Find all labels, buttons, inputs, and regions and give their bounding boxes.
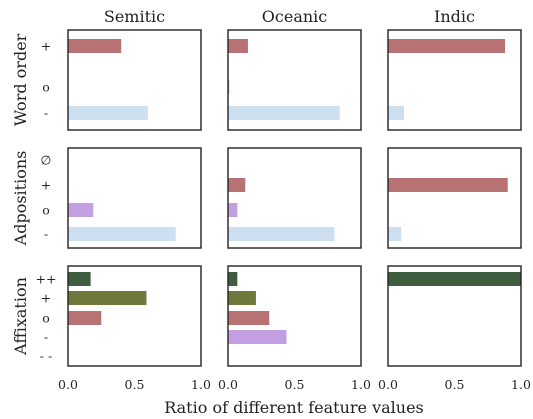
panel-adpositions-oceanic: [227, 147, 362, 249]
category-label-word-order-0: +: [41, 39, 51, 54]
bar-word-order-oceanic-0: [228, 39, 248, 53]
bar-affixation-indic-0: [388, 272, 521, 286]
category-label-affixation-1: +: [41, 291, 51, 306]
panel-word-order-oceanic: [227, 29, 362, 131]
x-tick-semitic-2: 1.0: [191, 377, 211, 392]
x-axis-label: Ratio of different feature values: [164, 398, 424, 417]
bar-word-order-indic-0: [388, 39, 506, 53]
bar-word-order-indic-2: [388, 106, 404, 120]
category-label-affixation-2: o: [42, 311, 50, 326]
category-label-affixation-3: -: [44, 330, 48, 345]
x-tick-semitic-0: 0.0: [58, 377, 78, 392]
bar-word-order-oceanic-2: [228, 106, 340, 120]
bar-word-order-semitic-0: [68, 39, 122, 53]
bar-affixation-oceanic-3: [228, 330, 287, 344]
column-title-semitic: Semitic: [104, 7, 165, 26]
bar-adpositions-indic-3: [388, 227, 402, 241]
category-label-word-order-1: o: [42, 80, 50, 95]
x-tick-indic-1: 0.5: [445, 377, 465, 392]
x-tick-indic-0: 0.0: [378, 377, 398, 392]
category-label-adpositions-0: ∅: [41, 153, 52, 168]
category-label-adpositions-3: -: [44, 227, 48, 242]
bar-affixation-semitic-0: [68, 272, 91, 286]
bar-adpositions-semitic-2: [68, 203, 94, 217]
row-label-word-order: Word order: [11, 33, 30, 126]
bar-adpositions-oceanic-2: [228, 203, 238, 217]
category-label-adpositions-2: o: [42, 203, 50, 218]
category-label-adpositions-1: +: [41, 178, 51, 193]
category-label-word-order-2: -: [44, 106, 48, 121]
x-tick-semitic-1: 0.5: [125, 377, 145, 392]
panel-affixation-oceanic: [227, 265, 362, 367]
x-tick-indic-2: 1.0: [511, 377, 531, 392]
x-tick-oceanic-1: 0.5: [285, 377, 305, 392]
row-label-affixation: Affixation: [11, 277, 30, 356]
category-label-affixation-0: ++: [36, 272, 57, 287]
bar-affixation-oceanic-2: [228, 311, 270, 325]
panel-affixation-semitic: [67, 265, 202, 367]
panel-word-order-indic: [387, 29, 522, 131]
panel-adpositions-semitic: [67, 147, 202, 249]
panel-adpositions-indic: [387, 147, 522, 249]
x-tick-oceanic-2: 1.0: [351, 377, 371, 392]
bar-word-order-semitic-2: [68, 106, 148, 120]
bar-adpositions-oceanic-1: [228, 178, 246, 192]
bar-adpositions-indic-1: [388, 178, 508, 192]
row-label-adpositions: Adpositions: [11, 151, 30, 247]
bar-affixation-oceanic-1: [228, 291, 256, 305]
x-tick-oceanic-0: 0.0: [218, 377, 238, 392]
panel-word-order-semitic: [67, 29, 202, 131]
bar-adpositions-oceanic-3: [228, 227, 335, 241]
bar-affixation-oceanic-0: [228, 272, 238, 286]
bar-affixation-semitic-1: [68, 291, 147, 305]
column-title-indic: Indic: [434, 7, 475, 26]
panel-affixation-indic: [387, 265, 522, 367]
bar-affixation-semitic-2: [68, 311, 102, 325]
category-label-affixation-4: - -: [40, 349, 52, 364]
column-title-oceanic: Oceanic: [262, 7, 328, 26]
bar-adpositions-semitic-3: [68, 227, 176, 241]
